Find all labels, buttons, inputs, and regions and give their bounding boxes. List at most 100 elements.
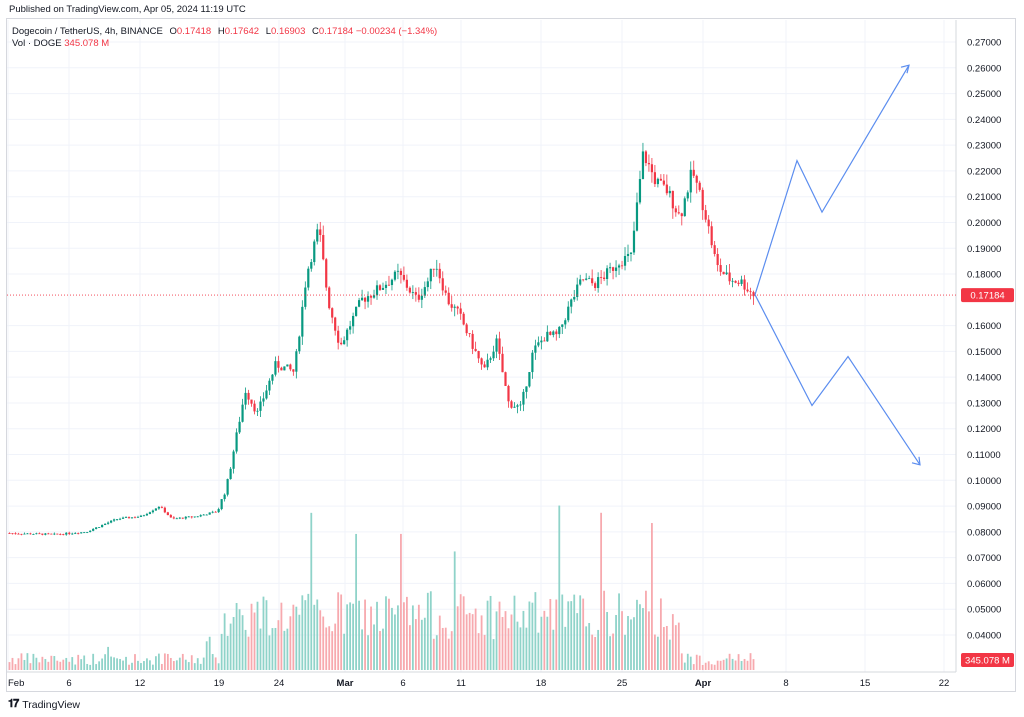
candle-body <box>752 292 755 297</box>
volume-bar <box>50 655 53 670</box>
volume-bar <box>125 656 127 670</box>
footer-brand[interactable]: 𝟏𝟕 TradingView <box>8 698 80 711</box>
candle-body <box>588 278 591 280</box>
candle-body <box>671 190 674 209</box>
candle-body <box>608 267 612 269</box>
candle-body <box>301 306 304 337</box>
y-tick-label: 0.10000 <box>967 476 1001 487</box>
candle-body <box>480 358 483 365</box>
volume-bar <box>555 599 558 670</box>
volume-bar <box>149 660 151 670</box>
x-tick-label: Mar <box>337 678 354 689</box>
candle-body <box>528 372 531 387</box>
candle-body <box>689 169 692 193</box>
volume-bar <box>358 600 360 670</box>
candle-body <box>647 163 651 165</box>
candle-body <box>80 532 83 534</box>
candle-body <box>166 512 169 516</box>
candle-body <box>372 295 376 298</box>
candle-body <box>749 291 752 293</box>
volume-bar <box>274 627 277 670</box>
volume-bar <box>456 606 459 670</box>
volume-bar <box>579 595 582 670</box>
candle-body <box>274 361 277 375</box>
candle-body <box>202 514 205 516</box>
volume-bar <box>552 629 555 670</box>
volume-bar <box>468 612 471 670</box>
volume-bar <box>86 663 89 670</box>
candle-body <box>504 372 507 386</box>
candle-body <box>262 398 265 402</box>
volume-bar <box>208 636 211 670</box>
volume-bar <box>155 656 157 670</box>
volume-bar <box>181 653 184 670</box>
volume-bar <box>196 658 199 670</box>
candle-body <box>56 533 59 535</box>
volume-bar <box>352 603 355 670</box>
volume-bar <box>131 662 133 670</box>
candle-body <box>298 336 301 352</box>
volume-bar <box>411 605 414 670</box>
volume-bar <box>656 636 659 670</box>
candle-body <box>420 295 423 300</box>
candle-body <box>349 326 352 330</box>
volume-bar <box>310 512 313 670</box>
x-tick-label: 18 <box>536 678 547 689</box>
volume-bar <box>654 634 656 670</box>
candle-body <box>573 296 576 300</box>
x-tick-label: 6 <box>66 678 71 689</box>
volume-bar <box>489 595 492 670</box>
volume-bar <box>543 610 546 670</box>
candle-body <box>289 364 292 370</box>
volume-bar <box>20 653 23 670</box>
volume-bar <box>382 628 384 670</box>
volume-bar <box>286 628 289 670</box>
candle-body <box>325 259 328 288</box>
candle-body <box>98 527 101 528</box>
volume-bar <box>567 601 570 670</box>
volume-bar <box>41 656 44 670</box>
y-tick-label: 0.19000 <box>967 244 1001 255</box>
volume-bar <box>32 653 35 670</box>
candle-body <box>211 511 214 513</box>
volume-bar <box>62 659 65 670</box>
volume-bar <box>603 590 606 670</box>
x-tick-label: 11 <box>456 678 466 689</box>
volume-bar <box>119 658 121 670</box>
candle-body <box>585 278 588 280</box>
candle-body <box>68 532 71 534</box>
volume-bar <box>107 646 109 670</box>
volume-bar <box>689 656 692 670</box>
volume-bar <box>199 663 202 670</box>
x-tick-label: 19 <box>214 678 225 689</box>
candle-body <box>343 340 346 345</box>
candle-body <box>498 338 501 354</box>
candle-body <box>322 235 325 260</box>
candle-body <box>734 280 737 283</box>
candle-body <box>175 518 178 520</box>
volume-bar <box>624 634 626 670</box>
candle-body <box>366 296 370 302</box>
volume-bar <box>256 601 259 670</box>
price-badge-bg <box>961 288 1014 303</box>
volume-bar <box>594 636 597 670</box>
volume-bar <box>17 658 20 670</box>
candle-body <box>157 506 160 509</box>
volume-bar <box>394 614 396 670</box>
candle-body <box>23 533 26 535</box>
symbol-title[interactable]: Dogecoin / TetherUS, 4h, BINANCE <box>12 26 163 37</box>
volume-bar <box>193 663 196 670</box>
candle-body <box>668 190 671 194</box>
candle-body <box>614 267 618 271</box>
volume-bar <box>343 633 346 670</box>
volume-bar <box>253 612 256 670</box>
volume-bar <box>241 615 244 670</box>
y-tick-label: 0.22000 <box>967 166 1001 177</box>
volume-bar <box>531 602 534 670</box>
volume-bar <box>651 523 653 670</box>
volume-bar <box>160 663 163 670</box>
volume-bar <box>146 658 148 670</box>
candle-body <box>154 508 158 511</box>
volume-bar <box>465 614 468 670</box>
